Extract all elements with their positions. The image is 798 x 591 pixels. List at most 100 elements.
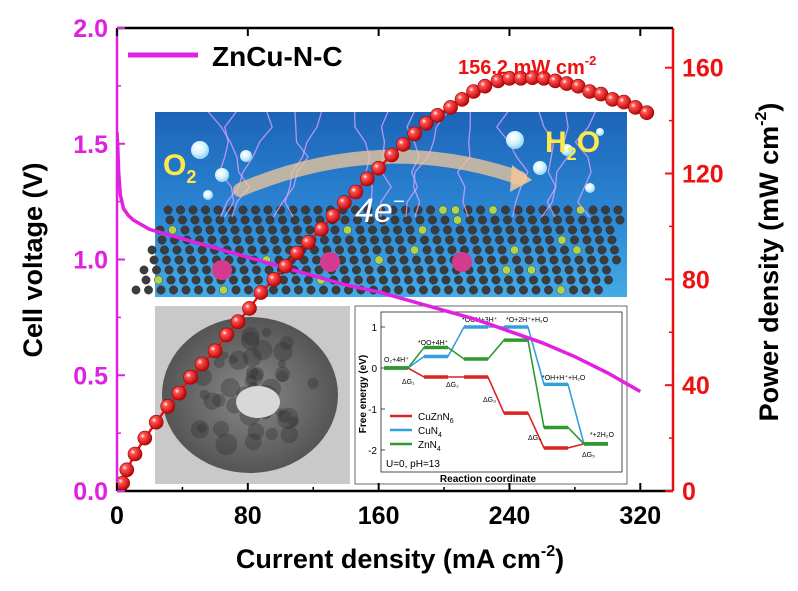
- power-point: [278, 258, 293, 274]
- lattice-atom: [472, 245, 482, 255]
- lattice-atom: [493, 225, 502, 235]
- lattice-atom: [422, 245, 432, 255]
- lattice-atom: [457, 235, 467, 245]
- lattice-atom: [364, 265, 374, 275]
- lattice-atom: [253, 215, 262, 225]
- metal-atom: [320, 252, 340, 272]
- y-left-tick-label: 0.5: [73, 362, 108, 390]
- lattice-atom: [416, 275, 426, 285]
- lattice-atom: [404, 275, 413, 285]
- lattice-atom: [481, 285, 491, 295]
- lattice-atom: [397, 245, 407, 255]
- lattice-atom: [163, 205, 173, 215]
- lattice-atom: [362, 255, 371, 265]
- lattice-atom: [435, 245, 444, 255]
- lattice-atom: [514, 265, 524, 275]
- lattice-atom: [366, 275, 376, 285]
- catalyst-illustration: O2 H2O 4e−: [131, 111, 627, 297]
- lattice-atom: [552, 265, 561, 275]
- power-point: [266, 271, 282, 287]
- lattice-atom: [280, 225, 290, 235]
- fe-state-label: *OH+H⁺+H₂O: [542, 374, 586, 382]
- lattice-atom: [339, 265, 349, 275]
- lattice-atom: [220, 235, 229, 245]
- lattice-atom: [478, 215, 487, 225]
- lattice-atom: [526, 205, 535, 215]
- lattice-atom: [612, 255, 621, 265]
- lattice-atom: [370, 235, 379, 245]
- fe-condition: U=0, pH=13: [386, 459, 440, 470]
- x-tick-label: 0: [110, 502, 124, 530]
- power-point: [230, 314, 246, 330]
- lattice-atom: [199, 255, 209, 265]
- tem-texture: [278, 410, 292, 423]
- lattice-atom: [539, 265, 549, 275]
- lattice-atom: [447, 245, 457, 255]
- lattice-atom: [485, 245, 494, 255]
- lattice-atom: [488, 205, 498, 215]
- lattice-atom: [378, 215, 387, 225]
- fe-level-line: [384, 339, 608, 445]
- tem-texture: [244, 375, 258, 388]
- lattice-atom: [582, 235, 592, 245]
- lattice-atom: [230, 225, 240, 235]
- lattice-atom: [438, 205, 448, 215]
- y-left-tick-label: 2.0: [73, 15, 108, 43]
- lattice-atom: [312, 255, 321, 265]
- lattice-atom: [603, 215, 612, 225]
- bubble: [506, 131, 524, 149]
- lattice-atom: [305, 225, 315, 235]
- metal-atom: [452, 252, 472, 272]
- lightning-bolt: [541, 111, 569, 218]
- lattice-atom: [537, 255, 546, 265]
- lattice-atom: [527, 265, 536, 275]
- lattice-atom: [553, 215, 562, 225]
- lattice-atom: [531, 285, 541, 295]
- lattice-atom: [547, 245, 557, 255]
- fe-y-ticks: 1 0 -1 -2: [368, 323, 385, 457]
- lattice-atom: [545, 235, 554, 245]
- tem-texture: [213, 420, 229, 437]
- tem-texture: [250, 367, 264, 381]
- tem-texture: [244, 433, 262, 451]
- lattice-atom: [352, 265, 361, 275]
- lattice-atom: [340, 215, 350, 225]
- lattice-atom: [427, 265, 436, 275]
- power-point: [430, 108, 445, 123]
- lattice-atom: [270, 235, 279, 245]
- lattice-atom: [507, 235, 517, 245]
- lattice-atom: [177, 265, 186, 275]
- bubble: [561, 144, 573, 156]
- lattice-atom: [577, 265, 586, 275]
- lightning-bolt: [538, 111, 557, 218]
- y-right-tick-label: 0: [682, 478, 696, 506]
- y-right-tick-label: 120: [682, 161, 724, 189]
- lattice-atom: [564, 265, 574, 275]
- lattice-atom: [405, 225, 415, 235]
- lattice-atom: [489, 265, 499, 275]
- lattice-atom: [456, 285, 466, 295]
- lattice-atom: [365, 215, 375, 225]
- lattice-atom: [131, 285, 141, 295]
- lattice-atom: [168, 225, 177, 235]
- lattice-atom: [439, 265, 449, 275]
- bubble: [191, 141, 209, 159]
- fe-legend-label: CuN4: [418, 426, 442, 439]
- fe-y-tick-label: 1: [371, 323, 377, 334]
- tem-texture: [220, 378, 240, 398]
- lattice-atom: [503, 215, 512, 225]
- lattice-atom: [165, 215, 175, 225]
- lattice-atom: [412, 255, 421, 265]
- lattice-atom: [330, 225, 340, 235]
- lattice-atom: [424, 255, 434, 265]
- tem-texture: [247, 423, 265, 440]
- fe-y-tick-label: -1: [368, 405, 377, 416]
- lattice-atom: [501, 205, 510, 215]
- lattice-atom: [154, 275, 163, 285]
- lightning-bolt: [218, 111, 237, 218]
- lattice-atom: [238, 205, 248, 215]
- lattice-atom: [512, 255, 521, 265]
- lattice-atom: [319, 285, 328, 295]
- power-point: [395, 137, 411, 152]
- lattice-atom: [269, 285, 278, 295]
